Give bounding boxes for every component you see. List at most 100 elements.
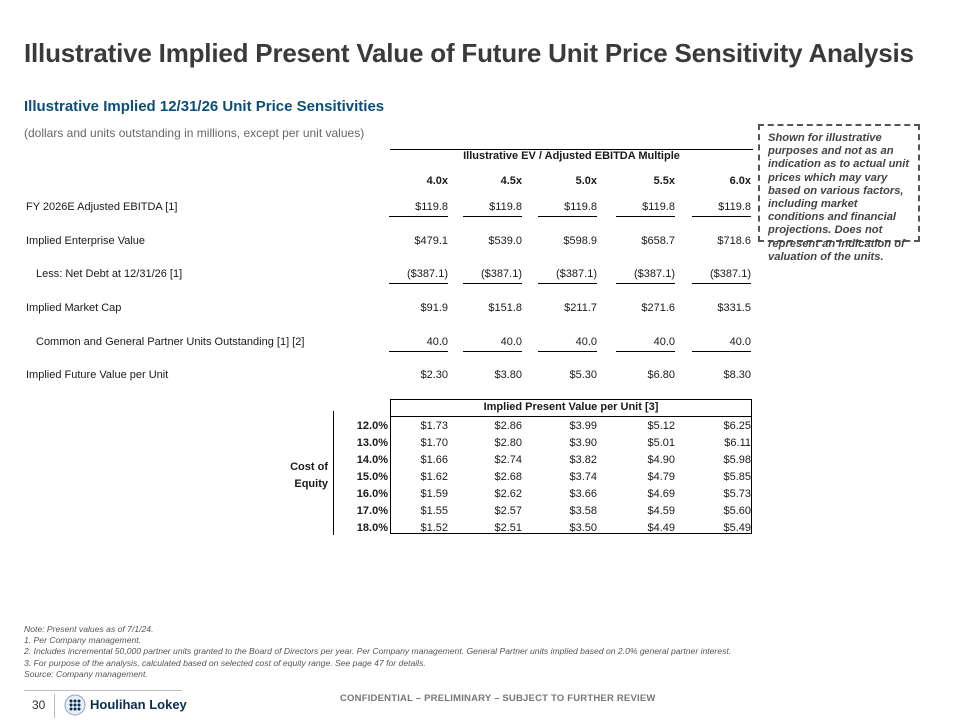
sensitivity-cell: $6.11 bbox=[724, 437, 751, 449]
sensitivity-cell: $4.49 bbox=[647, 522, 675, 534]
table-cell: $2.30 bbox=[420, 369, 448, 381]
multiple-cell: 5.5x bbox=[653, 175, 675, 187]
sensitivity-row: 18.0% $1.52 $2.51 $3.50 $4.49 $5.49 bbox=[0, 522, 960, 539]
sensitivity-header: Implied Present Value per Unit [3] bbox=[483, 401, 659, 413]
sensitivity-cell: $2.68 bbox=[494, 471, 522, 483]
cost-of-equity-rate: 17.0% bbox=[356, 505, 388, 517]
table-cell: $3.80 bbox=[494, 369, 522, 381]
sensitivity-cell: $1.73 bbox=[420, 420, 448, 432]
table-cell: $539.0 bbox=[488, 235, 522, 247]
table-cell: $211.7 bbox=[564, 302, 597, 314]
multiple-cell: 5.0x bbox=[575, 175, 597, 187]
table-cell: ($387.1) bbox=[692, 268, 751, 284]
sensitivity-cell: $5.60 bbox=[723, 505, 751, 517]
sensitivity-cell: $5.85 bbox=[723, 471, 751, 483]
sensitivity-cell: $5.73 bbox=[723, 488, 751, 500]
units-note: (dollars and units outstanding in millio… bbox=[24, 126, 365, 140]
cost-of-equity-rate: 18.0% bbox=[356, 522, 388, 534]
cost-of-equity-rate: 16.0% bbox=[356, 488, 388, 500]
row-label: Implied Enterprise Value bbox=[26, 235, 146, 247]
table-row: FY 2026E Adjusted EBITDA [1] $119.8 $119… bbox=[0, 201, 960, 217]
table-cell: 40.0 bbox=[616, 336, 675, 352]
row-label: Less: Net Debt at 12/31/26 [1] bbox=[36, 268, 183, 280]
table-cell: 40.0 bbox=[538, 336, 597, 352]
sensitivity-row: 15.0% $1.62 $2.68 $3.74 $4.79 $5.85 bbox=[0, 471, 960, 488]
sensitivity-cell: $3.58 bbox=[569, 505, 597, 517]
table-cell: $8.30 bbox=[723, 369, 751, 381]
table-row: Implied Future Value per Unit $2.30 $3.8… bbox=[0, 369, 960, 385]
sensitivity-table-border bbox=[390, 399, 752, 534]
sensitivity-cell: $3.74 bbox=[569, 471, 597, 483]
table-cell: $271.6 bbox=[641, 302, 675, 314]
sensitivity-row: 12.0% $1.73 $2.86 $3.99 $5.12 $6.25 bbox=[0, 420, 960, 437]
sensitivity-header-divider bbox=[390, 416, 752, 417]
sensitivity-cell: $3.82 bbox=[569, 454, 597, 466]
sensitivity-cell: $4.59 bbox=[647, 505, 675, 517]
table-cell: $479.1 bbox=[414, 235, 448, 247]
sensitivity-row: 14.0% $1.66 $2.74 $3.82 $4.90 $5.98 bbox=[0, 454, 960, 471]
cost-of-equity-label: Cost of Equity bbox=[270, 459, 328, 493]
multiple-cell: 6.0x bbox=[729, 175, 751, 187]
section-subtitle: Illustrative Implied 12/31/26 Unit Price… bbox=[24, 98, 385, 115]
table-cell: $119.8 bbox=[692, 201, 751, 217]
sensitivity-cell: $2.86 bbox=[494, 420, 522, 432]
sensitivity-cell: $4.79 bbox=[647, 471, 675, 483]
footnotes: Note: Present values as of 7/1/24. 1. Pe… bbox=[24, 624, 731, 680]
table-cell: $658.7 bbox=[641, 235, 675, 247]
sensitivity-cell: $3.66 bbox=[569, 488, 597, 500]
sensitivity-cell: $1.59 bbox=[420, 488, 448, 500]
sensitivity-cell: $1.66 bbox=[420, 454, 448, 466]
table-row: Less: Net Debt at 12/31/26 [1] ($387.1) … bbox=[0, 268, 960, 284]
sensitivity-cell: $5.49 bbox=[723, 522, 751, 534]
confidentiality-label: CONFIDENTIAL – PRELIMINARY – SUBJECT TO … bbox=[340, 693, 656, 704]
table-cell: $331.5 bbox=[717, 302, 751, 314]
sensitivity-cell: $2.80 bbox=[494, 437, 522, 449]
sensitivity-cell: $3.90 bbox=[569, 437, 597, 449]
sensitivity-cell: $4.69 bbox=[647, 488, 675, 500]
cost-of-equity-label-line1: Cost of bbox=[290, 461, 328, 473]
row-label: Common and General Partner Units Outstan… bbox=[36, 336, 305, 348]
sensitivity-row: 17.0% $1.55 $2.57 $3.58 $4.59 $5.60 bbox=[0, 505, 960, 522]
table-cell: ($387.1) bbox=[463, 268, 522, 284]
footnote-note: Note: Present values as of 7/1/24. bbox=[24, 624, 154, 634]
table-cell: 40.0 bbox=[463, 336, 522, 352]
company-logo: Houlihan Lokey bbox=[62, 693, 202, 717]
table-cell: ($387.1) bbox=[616, 268, 675, 284]
cost-of-equity-rate: 13.0% bbox=[356, 437, 388, 449]
page-number-separator bbox=[54, 694, 55, 718]
multiple-header: Illustrative EV / Adjusted EBITDA Multip… bbox=[390, 149, 753, 162]
cost-of-equity-rate: 15.0% bbox=[356, 471, 388, 483]
table-cell: 40.0 bbox=[389, 336, 448, 352]
table-cell: ($387.1) bbox=[538, 268, 597, 284]
footnote-item: 2. Includes incremental 50,000 partner u… bbox=[24, 646, 732, 657]
logo-emblem-icon bbox=[64, 694, 86, 716]
table-row: Implied Market Cap $91.9 $151.8 $211.7 $… bbox=[0, 302, 960, 318]
sensitivity-cell: $5.98 bbox=[723, 454, 751, 466]
multiples-row: 4.0x 4.5x 5.0x 5.5x 6.0x bbox=[0, 175, 960, 191]
table-cell: $6.80 bbox=[647, 369, 675, 381]
footnote-source: Source: Company management. bbox=[24, 668, 148, 679]
sensitivity-cell: $5.01 bbox=[647, 437, 675, 449]
row-label: Implied Future Value per Unit bbox=[26, 369, 169, 381]
table-cell: $119.8 bbox=[389, 201, 448, 217]
sensitivity-cell: $1.70 bbox=[420, 437, 448, 449]
footnote-item: 3. For purpose of the analysis, calculat… bbox=[24, 657, 426, 668]
sensitivity-cell: $1.52 bbox=[420, 522, 448, 534]
cost-of-equity-divider bbox=[333, 411, 334, 535]
table-cell: $119.8 bbox=[538, 201, 597, 217]
table-cell: $91.9 bbox=[420, 302, 448, 314]
table-cell: $119.8 bbox=[463, 201, 522, 217]
cost-of-equity-rate: 12.0% bbox=[356, 420, 388, 432]
multiple-cell: 4.0x bbox=[426, 175, 448, 187]
cost-of-equity-rate: 14.0% bbox=[356, 454, 388, 466]
table-row: Common and General Partner Units Outstan… bbox=[0, 336, 960, 352]
table-cell: $718.6 bbox=[717, 235, 751, 247]
row-label: Implied Market Cap bbox=[26, 302, 122, 314]
page-title: Illustrative Implied Present Value of Fu… bbox=[24, 38, 914, 68]
table-cell: $151.8 bbox=[488, 302, 522, 314]
cost-of-equity-label-line2: Equity bbox=[294, 478, 328, 490]
sensitivity-cell: $1.62 bbox=[420, 471, 448, 483]
table-cell: $119.8 bbox=[616, 201, 675, 217]
sensitivity-cell: $5.12 bbox=[647, 420, 675, 432]
table-cell: $598.9 bbox=[563, 235, 597, 247]
